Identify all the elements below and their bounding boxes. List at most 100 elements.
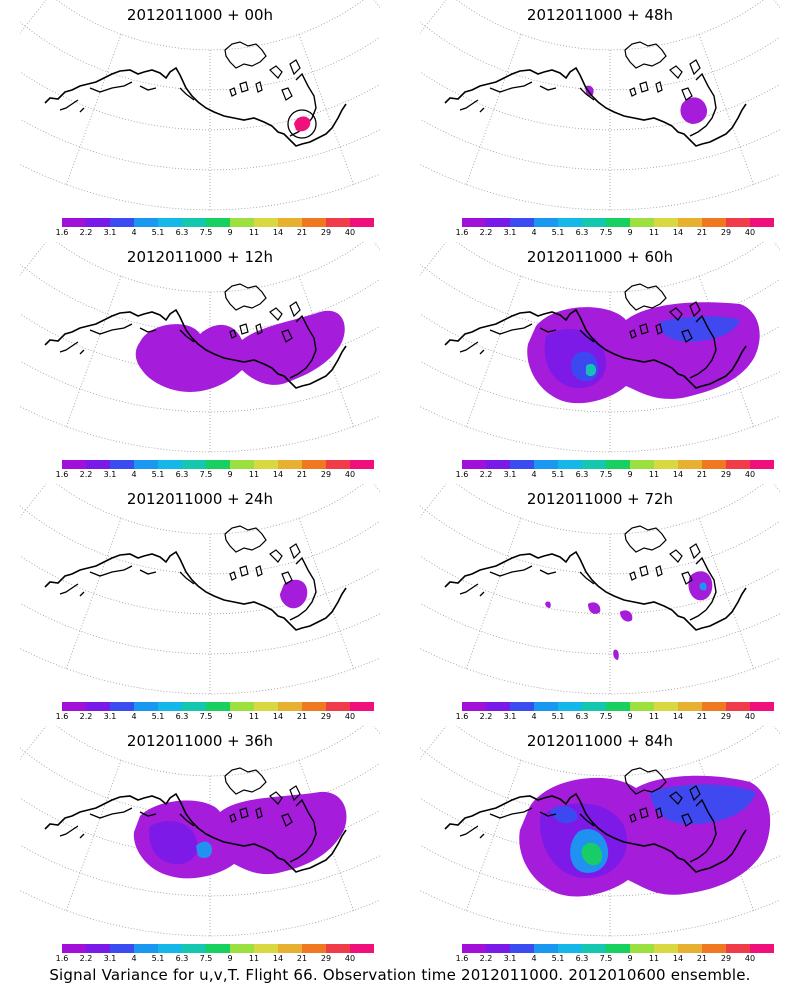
colorbar-label: 7.5 (199, 228, 213, 237)
colorbar-swatch (534, 702, 558, 711)
polar-map (420, 726, 780, 937)
colorbar-swatch (302, 218, 326, 227)
panel-title: 2012011000 + 12h (126, 248, 274, 266)
colorbar-label: 21 (296, 470, 308, 479)
colorbar-swatch (350, 460, 374, 469)
colorbar-label: 7.5 (199, 712, 213, 721)
colorbar-label: 6.3 (575, 712, 589, 721)
colorbar-swatch (462, 218, 486, 227)
colorbar-swatch (534, 218, 558, 227)
colorbar-label: 40 (744, 228, 756, 237)
colorbar-swatch (110, 944, 134, 953)
colorbar-label: 21 (296, 228, 308, 237)
colorbar-label: 4 (131, 712, 137, 721)
coastline (44, 308, 347, 389)
colorbar-label: 14 (672, 470, 684, 479)
colorbar-label: 1.6 (455, 228, 469, 237)
arctic-islands (224, 525, 301, 585)
colorbar-label: 11 (248, 470, 260, 479)
colorbar-swatch (134, 944, 158, 953)
colorbar-swatch (278, 218, 302, 227)
colorbar-label: 1.6 (455, 954, 469, 963)
colorbar-label: 11 (648, 228, 660, 237)
colorbar-label: 1.6 (55, 954, 69, 963)
colorbar-label: 7.5 (599, 470, 613, 479)
latitude-circle (20, 118, 380, 171)
colorbar-swatch (750, 944, 774, 953)
colorbar-swatch (158, 218, 182, 227)
variance-contour (581, 842, 602, 866)
colorbar: 1.6 2.2 3.1 4 5.1 6.3 7.5 9 11 14 21 29 40 (420, 460, 780, 484)
colorbar-swatch (606, 702, 630, 711)
coastline (444, 308, 747, 389)
variance-contour (149, 821, 198, 865)
colorbar-swatch (302, 460, 326, 469)
colorbar-swatch (678, 218, 702, 227)
colorbar-swatch (726, 218, 750, 227)
colorbar-label: 4 (131, 954, 137, 963)
arctic-islands (624, 767, 701, 827)
colorbar-swatch (182, 944, 206, 953)
colorbar-label: 9 (227, 954, 233, 963)
colorbar-label: 5.1 (151, 712, 165, 721)
colorbar: 1.6 2.2 3.1 4 5.1 6.3 7.5 9 11 14 21 29 40 (20, 702, 380, 726)
colorbar-label: 5.1 (151, 470, 165, 479)
colorbar-swatch (302, 944, 326, 953)
colorbar-label: 2.2 (79, 954, 93, 963)
observation-circle (287, 109, 317, 139)
arctic-islands (624, 525, 701, 585)
colorbar-label: 29 (320, 954, 332, 963)
colorbar-label: 40 (344, 954, 356, 963)
colorbar-label: 6.3 (175, 228, 189, 237)
coastline (59, 323, 195, 355)
colorbar-swatch (582, 702, 606, 711)
colorbar-label: 9 (227, 228, 233, 237)
colorbar-swatch (206, 944, 230, 953)
polar-map (420, 484, 780, 695)
latitude-circle (420, 118, 780, 171)
colorbar-label: 5.1 (551, 228, 565, 237)
coastline (689, 556, 717, 621)
variance-contour (588, 602, 601, 614)
colorbar-label: 40 (744, 470, 756, 479)
colorbar-label: 9 (627, 954, 633, 963)
colorbar-swatch (486, 702, 510, 711)
colorbar: 1.6 2.2 3.1 4 5.1 6.3 7.5 9 11 14 21 29 40 (20, 218, 380, 242)
colorbar-label: 6.3 (575, 470, 589, 479)
colorbar-swatch (254, 702, 278, 711)
variance-contour (294, 116, 311, 132)
colorbar-swatch (606, 944, 630, 953)
colorbar-swatch (558, 702, 582, 711)
coastline (459, 565, 595, 597)
colorbar-label: 11 (248, 954, 260, 963)
coastline (289, 314, 317, 379)
colorbar-label: 1.6 (55, 712, 69, 721)
colorbar-swatch (630, 218, 654, 227)
colorbar-label: 21 (696, 954, 708, 963)
colorbar-swatch (86, 702, 110, 711)
colorbar-label: 29 (320, 712, 332, 721)
colorbar-swatch (750, 702, 774, 711)
colorbar-swatch (278, 944, 302, 953)
colorbar-label: 6.3 (175, 712, 189, 721)
panel-title: 2012011000 + 24h (126, 490, 274, 508)
colorbar-swatch (326, 460, 350, 469)
coastline (44, 550, 347, 631)
colorbar-label: 40 (344, 228, 356, 237)
map-panel: 2012011000 + 84h 1.6 2.2 3.1 4 5.1 6.3 7.5 9 11 1… (420, 726, 780, 966)
colorbar-swatch (702, 460, 726, 469)
colorbar-swatch (86, 460, 110, 469)
variance-contour (196, 841, 212, 858)
panel-title: 2012011000 + 72h (526, 490, 674, 508)
latitude-circle (20, 164, 380, 211)
coastline (44, 792, 347, 873)
colorbar-label: 21 (296, 712, 308, 721)
colorbar-swatch (702, 944, 726, 953)
panel-title: 2012011000 + 60h (526, 248, 674, 266)
map-panel: 2012011000 + 48h 1.6 2.2 3.1 4 5.1 6.3 7.5 9 11 1… (420, 0, 780, 240)
colorbar-swatch (558, 218, 582, 227)
colorbar-swatch (62, 218, 86, 227)
colorbar-label: 3.1 (503, 954, 517, 963)
colorbar-label: 4 (531, 470, 537, 479)
colorbar-label: 5.1 (151, 228, 165, 237)
